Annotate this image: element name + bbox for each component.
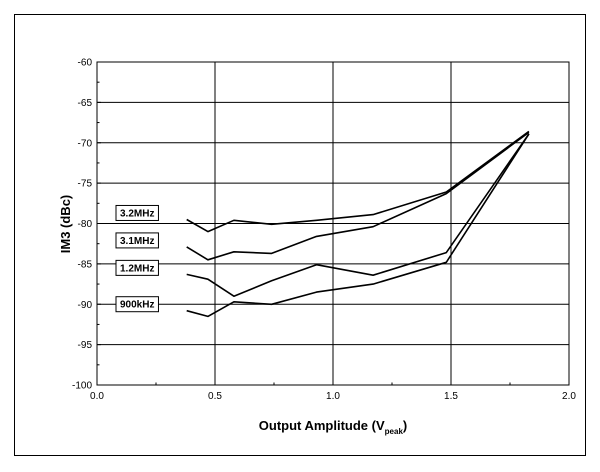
x-axis-label-subscript: peak bbox=[385, 427, 404, 436]
y-tick-label: -60 bbox=[78, 58, 93, 69]
series-label-3-1mhz: 3.1MHz bbox=[115, 232, 159, 249]
x-tick-label: 1.0 bbox=[326, 391, 340, 402]
series-label-text: 3.1MHz bbox=[120, 236, 154, 247]
series-lines bbox=[186, 130, 530, 318]
series-labels: 3.2MHz 3.1MHz 1.2MHz 900kHz bbox=[115, 204, 159, 313]
series-line-3-1mhz bbox=[186, 131, 530, 261]
x-axis-label-close: ) bbox=[403, 418, 407, 433]
series-label-text: 1.2MHz bbox=[120, 263, 154, 274]
y-tick-label: -95 bbox=[78, 340, 93, 351]
series-line-3-2mhz bbox=[186, 130, 530, 233]
series-label-900khz: 900kHz bbox=[115, 296, 159, 313]
y-tick-label: -80 bbox=[78, 219, 93, 230]
x-axis-label-main: Output Amplitude (V bbox=[259, 418, 385, 433]
series-label-box bbox=[115, 204, 159, 221]
x-tick-label: 0.5 bbox=[208, 391, 222, 402]
chart-frame bbox=[14, 14, 586, 456]
x-tick-label: 2.0 bbox=[562, 391, 576, 402]
x-tick-label: 1.5 bbox=[444, 391, 458, 402]
y-axis-label: IM3 (dBc) bbox=[58, 195, 73, 254]
series-line-900khz bbox=[186, 133, 530, 318]
y-tick-label: -85 bbox=[78, 259, 93, 270]
grid bbox=[97, 62, 569, 385]
x-tick-label: 0.0 bbox=[90, 391, 104, 402]
series-label-1-2mhz: 1.2MHz bbox=[115, 259, 159, 276]
y-tick-label: -100 bbox=[72, 381, 92, 392]
series-label-box bbox=[115, 259, 159, 276]
series-label-box bbox=[115, 232, 159, 249]
series-label-text: 3.2MHz bbox=[120, 208, 154, 219]
y-tick-label: -90 bbox=[78, 300, 93, 311]
series-line-1-2mhz bbox=[186, 133, 530, 298]
y-tick-label: -70 bbox=[78, 138, 93, 149]
series-label-text: 900kHz bbox=[120, 300, 154, 311]
series-label-3-2mhz: 3.2MHz bbox=[115, 204, 159, 221]
y-tick-label: -65 bbox=[78, 98, 93, 109]
y-tick-labels: -60 -65 -70 -75 -80 -85 -90 -95 -100 bbox=[72, 58, 92, 392]
y-tick-label: -75 bbox=[78, 179, 93, 190]
x-tick-labels: 0.0 0.5 1.0 1.5 2.0 bbox=[90, 391, 576, 402]
series-label-box bbox=[115, 296, 159, 313]
tick-marks bbox=[96, 61, 570, 386]
x-axis-label: Output Amplitude (Vpeak) bbox=[259, 418, 407, 436]
